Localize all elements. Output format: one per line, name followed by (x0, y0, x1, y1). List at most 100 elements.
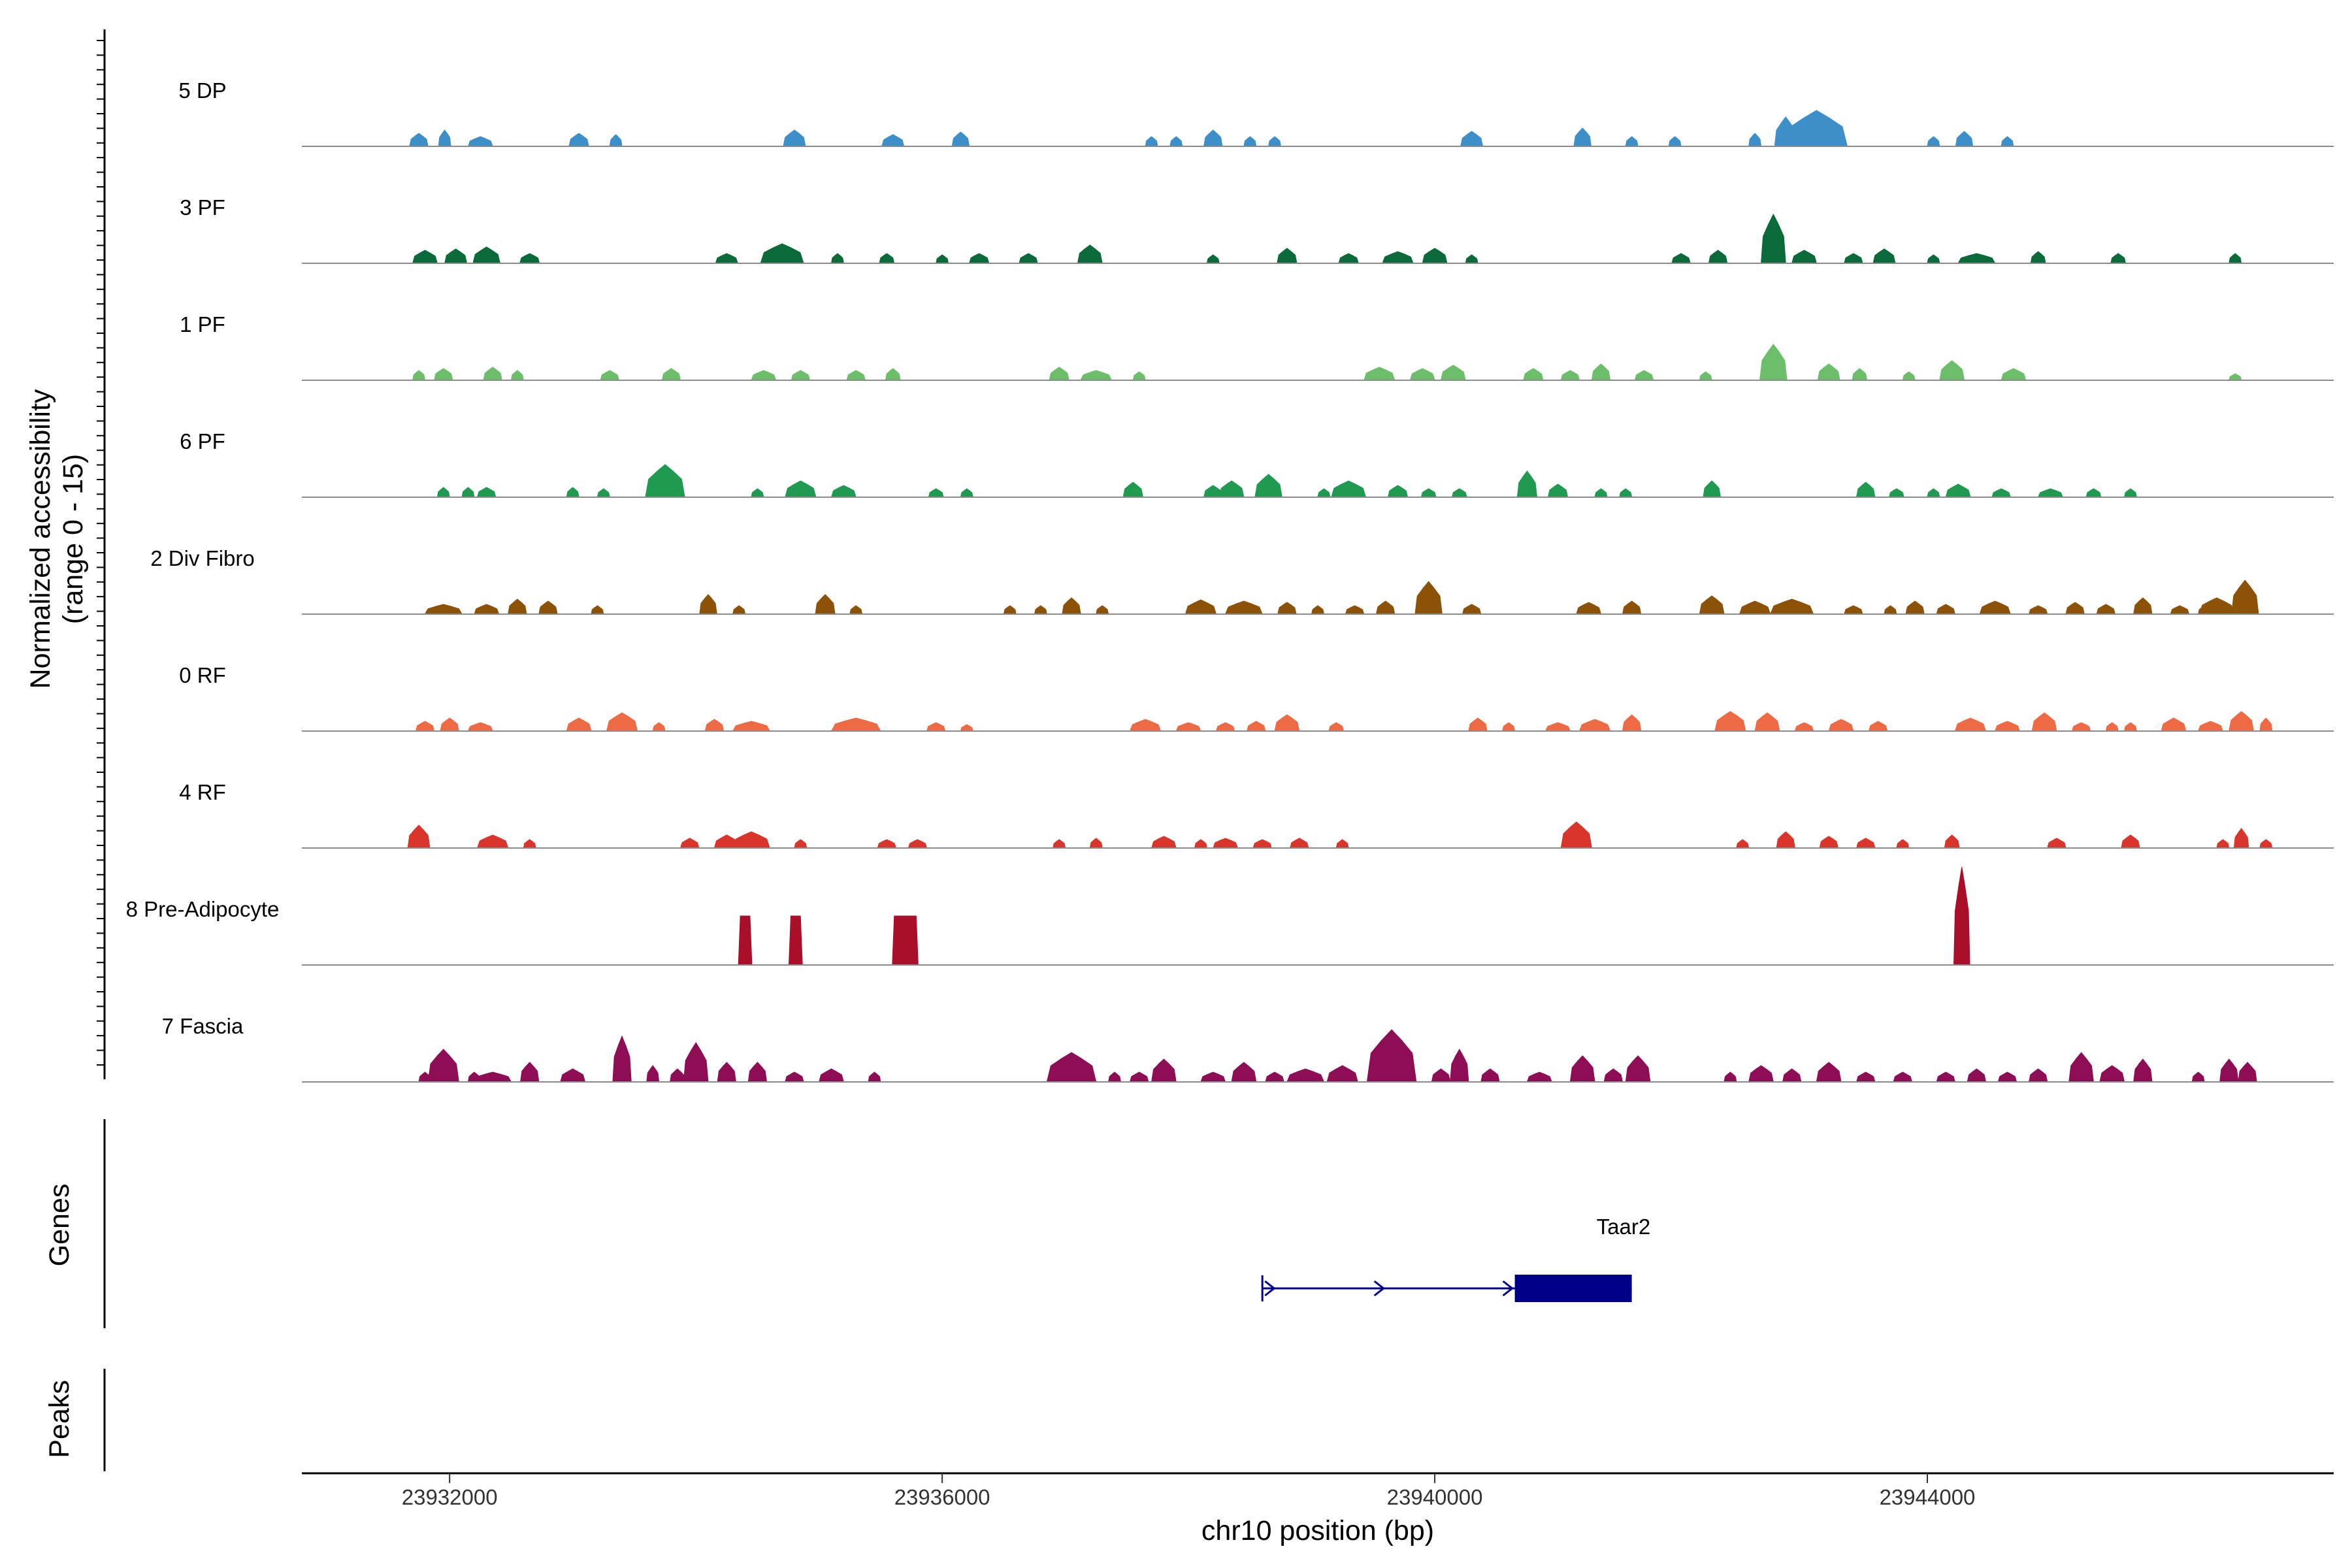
coverage-peak (1252, 839, 1273, 849)
track-label: 5 DP (178, 78, 226, 103)
coverage-peak (1200, 1071, 1226, 1083)
coverage-peak (1003, 605, 1017, 615)
track-0-rf: 0 RF (179, 663, 2334, 732)
coverage-peak (467, 722, 493, 732)
track-6-pf: 6 PF (180, 429, 2334, 498)
coverage-peak (1967, 1068, 1987, 1083)
coverage-peak (2065, 602, 2085, 615)
coverage-peak (1936, 604, 1956, 615)
coverage-peak (2229, 711, 2255, 732)
coverage-peak (1578, 719, 1611, 732)
coverage-peak (1544, 722, 1571, 732)
coverage-peak (2096, 604, 2116, 615)
gene-strand-arrow (1502, 1280, 1514, 1297)
coverage-peak (2047, 838, 2066, 849)
coverage-peak (926, 722, 946, 732)
coverage-peak (1828, 719, 1854, 732)
coverage-peak (1591, 363, 1611, 381)
coverage-peak (2170, 605, 2190, 615)
coverage-peak (1888, 488, 1904, 498)
coverage-peak (596, 488, 610, 498)
coverage-peak (1634, 370, 1654, 381)
coverage-peak (646, 1065, 660, 1083)
coverage-peak (1991, 488, 2011, 498)
coverage-peak (438, 129, 451, 147)
track-label: 2 Div Fibro (150, 546, 255, 570)
track-label: 4 RF (179, 780, 226, 804)
coverage-peak (2031, 712, 2057, 732)
coverage-peak (1129, 719, 1162, 732)
coverage-peak (2259, 839, 2273, 849)
coverage-peak (538, 600, 558, 615)
coverage-peak (566, 717, 592, 732)
y-axis-range-label: (range 0 - 15) (57, 454, 89, 625)
coverage-peak (1462, 604, 1482, 615)
coverage-peak (2216, 839, 2230, 849)
coverage-peak (849, 605, 863, 615)
coverage-peak (1286, 1068, 1325, 1083)
coverage-peak (1203, 129, 1223, 147)
coverage-peak (1175, 722, 1201, 732)
coverage-peak (1997, 1071, 2017, 1083)
coverage-peak (907, 839, 928, 849)
coverage-peak (612, 1035, 632, 1083)
coverage-peak (560, 1068, 586, 1083)
coverage-peak (606, 712, 638, 732)
coverage-peak (1213, 838, 1239, 849)
coverage-peak (1905, 600, 1925, 615)
coverage-peak (1944, 834, 1960, 849)
coverage-peak (1231, 1062, 1257, 1083)
coverage-peak (1331, 480, 1367, 498)
coverage-peak (1468, 717, 1488, 732)
coverage-peak (1089, 838, 1103, 849)
coverage-peak (2123, 488, 2138, 498)
coverage-peak (1927, 254, 1940, 264)
coverage-peak (1338, 253, 1359, 264)
coverage-peak (600, 370, 620, 381)
coverage-peak (472, 246, 501, 264)
coverage-peak (1668, 136, 1682, 147)
coverage-peak (2085, 488, 2102, 498)
coverage-peak (1979, 600, 2011, 615)
coverage-peak (1794, 722, 1814, 732)
coverage-peak (1902, 371, 1916, 381)
coverage-peak (2133, 1058, 2153, 1083)
coverage-peak (2028, 1068, 2048, 1083)
x-axis-title: chr10 position (bp) (1201, 1515, 1434, 1546)
coverage-peak (936, 254, 949, 264)
coverage-peak (1516, 470, 1538, 498)
coverage-peak (679, 838, 700, 849)
track-7-fascia: 7 Fascia (162, 1014, 2334, 1083)
coverage-peak (791, 370, 811, 381)
coverage-peak (1782, 1068, 1802, 1083)
coverage-peak (885, 368, 901, 381)
coverage-peak (1523, 368, 1544, 381)
coverage-peak (1062, 597, 1081, 615)
coverage-peak (1953, 866, 1970, 966)
coverage-peak (1328, 722, 1345, 732)
coverage-peak (1769, 598, 1814, 615)
coverage-peak (751, 370, 777, 381)
coverage-peak (738, 915, 753, 966)
coverage-peak (1526, 1071, 1552, 1083)
coverage-peak (444, 248, 468, 264)
coverage-peak (2230, 580, 2259, 615)
coverage-peak (510, 370, 524, 381)
coverage-peak (1387, 485, 1409, 498)
coverage-peak (523, 839, 536, 849)
x-axis-ticks: 23932000 23936000 23940000 23944000 (402, 1473, 1975, 1509)
coverage-peak (424, 604, 463, 615)
coverage-peak (1939, 360, 1965, 381)
coverage-peak (788, 915, 803, 966)
coverage-peak (566, 487, 580, 498)
coverage-peak (2028, 605, 2048, 615)
coverage-peak (1817, 363, 1840, 381)
coverage-peak (1034, 605, 1047, 615)
coverage-peak (732, 831, 770, 849)
coverage-peak (2191, 1071, 2205, 1083)
coverage-peak (1218, 480, 1245, 498)
coverage-peak (1151, 836, 1177, 849)
coverage-peak (1243, 136, 1257, 147)
coverage-peak (1311, 605, 1325, 615)
